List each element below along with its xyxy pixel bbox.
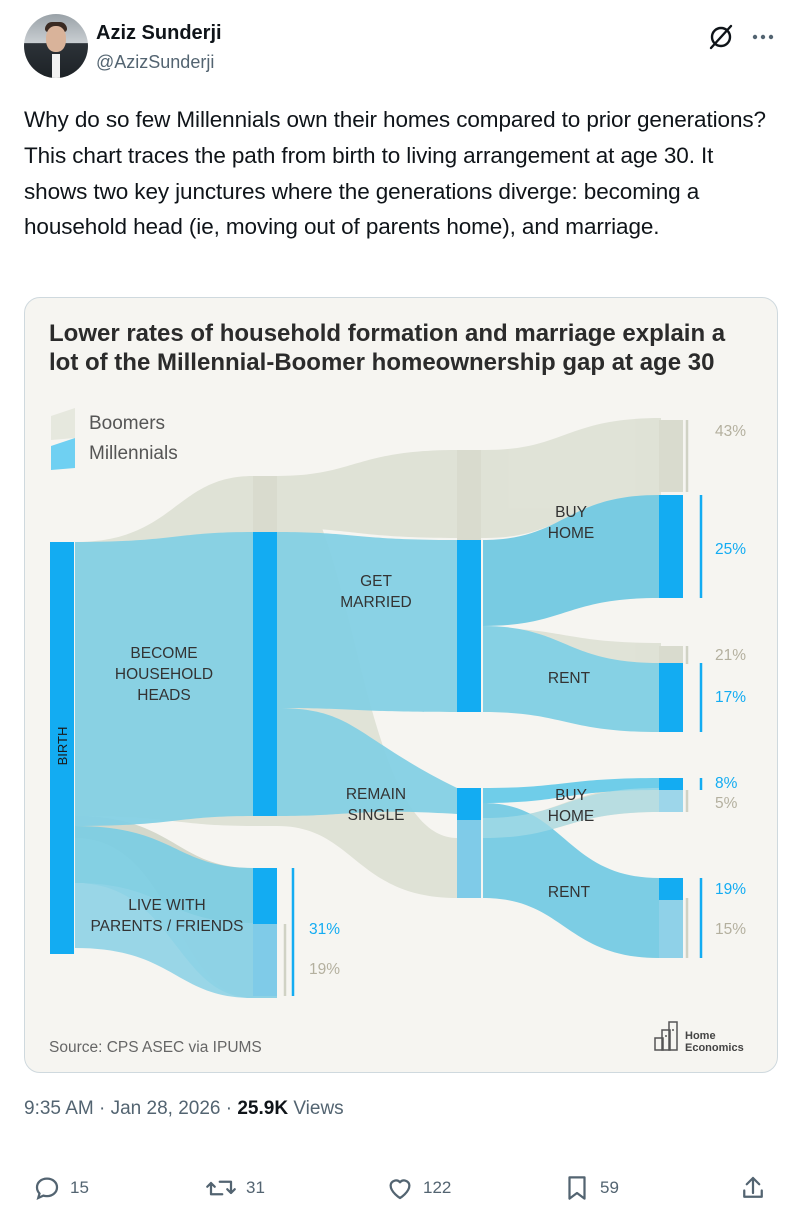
reply-button[interactable]: 15 <box>32 1168 89 1208</box>
label-birth: BIRTH <box>55 727 70 766</box>
chart-image[interactable]: Lower rates of household formation and m… <box>24 297 778 1073</box>
bookmark-button[interactable]: 59 <box>562 1168 619 1208</box>
node-married-buy <box>659 495 683 598</box>
node-household-heads <box>253 532 277 816</box>
svg-text:SINGLE: SINGLE <box>348 807 405 824</box>
legend-swatch-millennials <box>51 438 75 470</box>
pct-single-buy-boomers: 5% <box>715 795 738 812</box>
repost-icon <box>206 1180 236 1196</box>
svg-text:HOME: HOME <box>548 525 595 542</box>
pct-parents-boomers: 19% <box>309 961 340 978</box>
tweet-meta: 9:35 AM · Jan 28, 2026 · 25.9K Views <box>24 1098 344 1120</box>
reply-icon <box>35 1177 59 1201</box>
percent-labels: 43% 25% 21% 17% 8% 5% 19% 15% 31% 19% <box>309 423 746 978</box>
home-economics-logo <box>654 1021 678 1051</box>
svg-text:GET: GET <box>360 573 392 590</box>
like-count: 122 <box>423 1178 452 1197</box>
svg-text:BUY: BUY <box>555 504 587 521</box>
svg-text:BECOME: BECOME <box>130 645 197 662</box>
legend-swatch-boomers <box>51 408 75 440</box>
pct-married-buy-boomers: 43% <box>715 423 746 440</box>
node-single-rent <box>659 878 683 900</box>
author-name[interactable]: Aziz Sunderji <box>96 22 222 44</box>
svg-text:REMAIN: REMAIN <box>346 786 406 803</box>
share-icon <box>743 1176 763 1198</box>
svg-text:HOME: HOME <box>548 808 595 825</box>
svg-text:Home: Home <box>685 1030 716 1042</box>
pct-single-rent-millennials: 19% <box>715 881 746 898</box>
pct-married-rent-millennials: 17% <box>715 689 746 706</box>
action-bar: 15 31 122 59 <box>0 1168 801 1208</box>
pct-parents-millennials: 31% <box>309 921 340 938</box>
reply-count: 15 <box>70 1178 89 1197</box>
node-married-rent <box>659 663 683 732</box>
more-dots-icon[interactable] <box>748 22 778 52</box>
author-handle[interactable]: @AzizSunderji <box>96 52 215 72</box>
svg-text:PARENTS / FRIENDS: PARENTS / FRIENDS <box>90 918 243 935</box>
repost-button[interactable]: 31 <box>204 1168 265 1208</box>
svg-text:Economics: Economics <box>685 1042 744 1054</box>
node-married <box>457 540 481 712</box>
svg-text:LIVE WITH: LIVE WITH <box>128 897 206 914</box>
bookmark-icon <box>568 1176 586 1200</box>
legend-boomers: Boomers <box>89 413 165 434</box>
pct-married-rent-boomers: 21% <box>715 647 746 664</box>
node-labels: BIRTH BECOME HOUSEHOLD HEADS LIVE WITH P… <box>55 504 594 935</box>
svg-text:MARRIED: MARRIED <box>340 594 411 611</box>
tweet-text: Why do so few Millennials own their home… <box>24 107 766 240</box>
tweet-time[interactable]: 9:35 AM · Jan 28, 2026 · <box>24 1098 238 1119</box>
chart-title-line1: Lower rates of household formation and m… <box>49 320 726 347</box>
svg-text:BUY: BUY <box>555 787 587 804</box>
avatar[interactable] <box>24 14 88 78</box>
grok-icon[interactable] <box>706 22 736 52</box>
pct-single-rent-boomers: 15% <box>715 921 746 938</box>
pct-married-buy-millennials: 25% <box>715 541 746 558</box>
chart-source: Source: CPS ASEC via IPUMS <box>49 1039 262 1056</box>
sankey-chart: Lower rates of household formation and m… <box>49 320 746 1056</box>
svg-text:HOUSEHOLD: HOUSEHOLD <box>115 666 213 683</box>
views-label: Views <box>288 1098 344 1119</box>
share-button[interactable] <box>738 1168 776 1208</box>
node-birth <box>50 542 74 954</box>
legend-millennials: Millennials <box>89 443 178 464</box>
node-single-buy <box>659 778 683 790</box>
svg-text:RENT: RENT <box>548 884 591 901</box>
node-parents <box>253 868 277 924</box>
heart-icon <box>389 1179 411 1200</box>
bookmark-count: 59 <box>600 1178 619 1197</box>
pct-single-buy-millennials: 8% <box>715 775 738 792</box>
svg-text:RENT: RENT <box>548 670 591 687</box>
node-bars <box>50 495 683 996</box>
node-single <box>457 788 481 820</box>
chart-title-line2: lot of the Millennial-Boomer homeownersh… <box>49 349 714 376</box>
like-button[interactable]: 122 <box>385 1168 451 1208</box>
svg-text:HEADS: HEADS <box>137 687 190 704</box>
repost-count: 31 <box>246 1178 265 1197</box>
views-count: 25.9K <box>237 1098 289 1119</box>
bracket-lines <box>283 420 703 996</box>
